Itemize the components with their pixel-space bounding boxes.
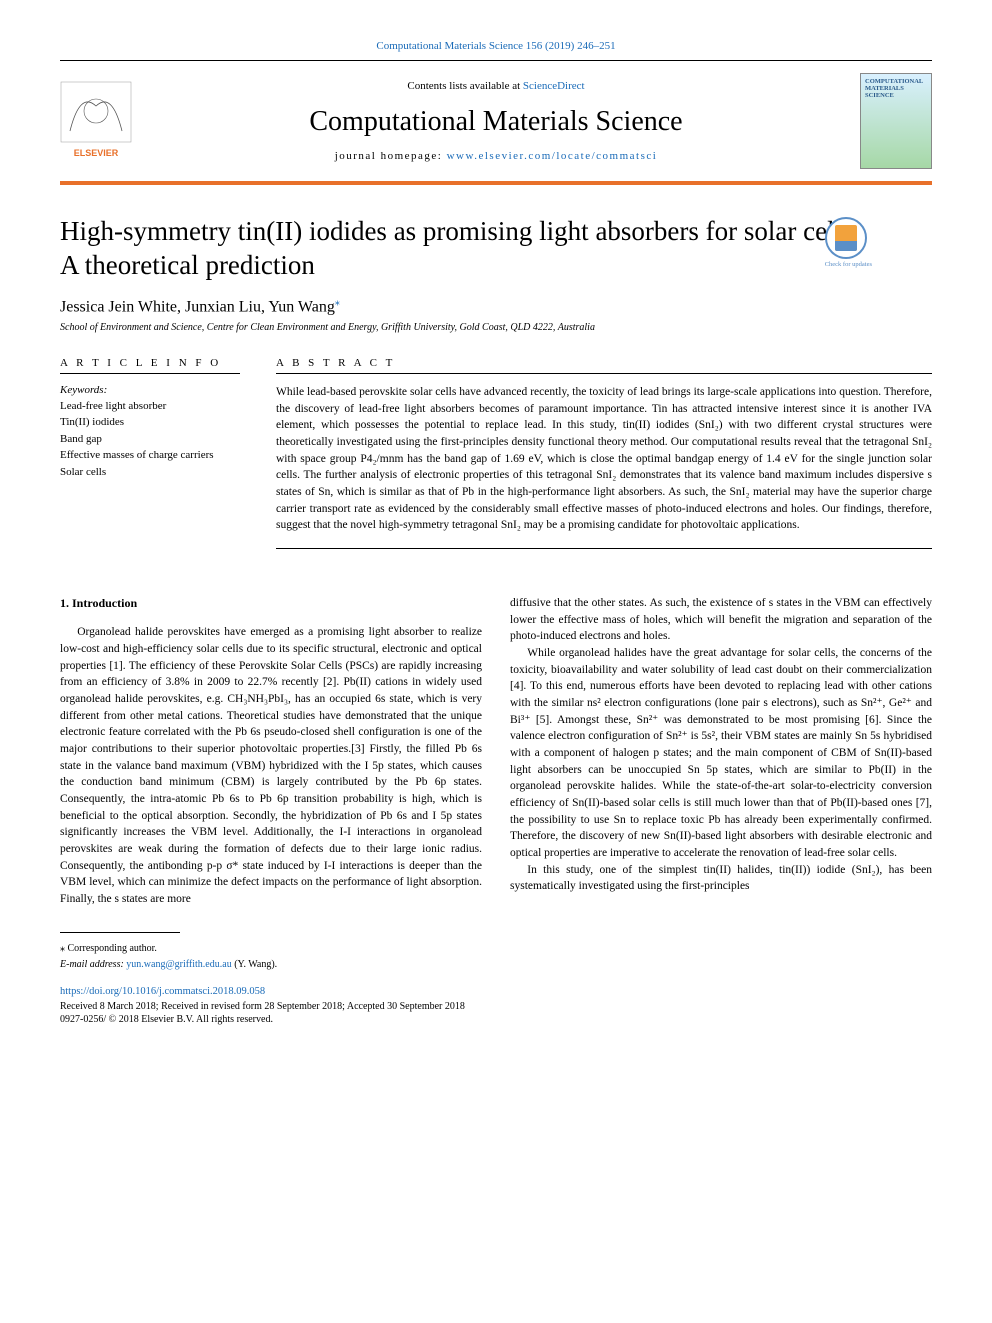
contents-prefix: Contents lists available at [407, 80, 522, 92]
keyword: Solar cells [60, 464, 240, 481]
masthead-center: Contents lists available at ScienceDirec… [152, 80, 840, 162]
body-paragraph: Organolead halide perovskites have emerg… [60, 624, 482, 907]
affiliation: School of Environment and Science, Centr… [60, 322, 932, 333]
abstract: A B S T R A C T While lead-based perovsk… [276, 357, 932, 559]
journal-name: Computational Materials Science [152, 106, 840, 138]
received-line: Received 8 March 2018; Received in revis… [60, 1001, 932, 1012]
keywords-label: Keywords: [60, 384, 240, 396]
svg-text:ELSEVIER: ELSEVIER [74, 148, 119, 158]
email-label: E-mail address: [60, 959, 126, 970]
abstract-rule [276, 373, 932, 374]
body-col-left: 1. Introduction Organolead halide perovs… [60, 595, 482, 908]
homepage-link[interactable]: www.elsevier.com/locate/commatsci [447, 150, 658, 162]
masthead: ELSEVIER Contents lists available at Sci… [60, 60, 932, 185]
check-for-updates-badge[interactable]: Check for updates [825, 217, 872, 268]
email-tail: (Y. Wang). [232, 959, 278, 970]
article-title: High-symmetry tin(II) iodides as promisi… [60, 215, 932, 283]
keyword: Band gap [60, 431, 240, 448]
keyword: Tin(II) iodides [60, 414, 240, 431]
footnote-rule [60, 932, 180, 933]
abstract-bottom-rule [276, 548, 932, 549]
doi-link[interactable]: https://doi.org/10.1016/j.commatsci.2018… [60, 986, 265, 997]
cover-title-3: SCIENCE [865, 92, 927, 99]
top-citation: Computational Materials Science 156 (201… [60, 40, 932, 52]
journal-cover: COMPUTATIONAL MATERIALS SCIENCE [860, 73, 932, 169]
corresponding-marker[interactable]: ⁎ [335, 297, 340, 308]
body-paragraph: diffusive that the other states. As such… [510, 595, 932, 645]
body-paragraph: In this study, one of the simplest tin(I… [510, 862, 932, 895]
body-col-right: diffusive that the other states. As such… [510, 595, 932, 908]
keyword: Lead-free light absorber [60, 398, 240, 415]
abstract-heading: A B S T R A C T [276, 357, 932, 369]
corresponding-note: ⁎ Corresponding author. [60, 941, 932, 957]
footnotes: ⁎ Corresponding author. E-mail address: … [60, 941, 932, 973]
citation-link[interactable]: Computational Materials Science 156 (201… [376, 40, 615, 52]
intro-heading: 1. Introduction [60, 595, 482, 612]
authors: Jessica Jein White, Junxian Liu, Yun Wan… [60, 297, 932, 316]
article-info: A R T I C L E I N F O Keywords: Lead-fre… [60, 357, 240, 559]
sciencedirect-link[interactable]: ScienceDirect [523, 80, 585, 92]
author-names: Jessica Jein White, Junxian Liu, Yun Wan… [60, 298, 335, 315]
info-rule [60, 373, 240, 374]
abstract-text: While lead-based perovskite solar cells … [276, 384, 932, 534]
body-paragraph: While organolead halides have the great … [510, 645, 932, 862]
check-updates-label: Check for updates [825, 261, 872, 268]
email-link[interactable]: yun.wang@griffith.edu.au [126, 959, 231, 970]
cover-title-2: MATERIALS [865, 85, 927, 92]
article-info-heading: A R T I C L E I N F O [60, 357, 240, 369]
cover-title-1: COMPUTATIONAL [865, 78, 927, 85]
homepage-prefix: journal homepage: [335, 150, 447, 162]
keyword: Effective masses of charge carriers [60, 447, 240, 464]
copyright-line: 0927-0256/ © 2018 Elsevier B.V. All righ… [60, 1014, 932, 1025]
elsevier-logo: ELSEVIER [60, 81, 132, 161]
